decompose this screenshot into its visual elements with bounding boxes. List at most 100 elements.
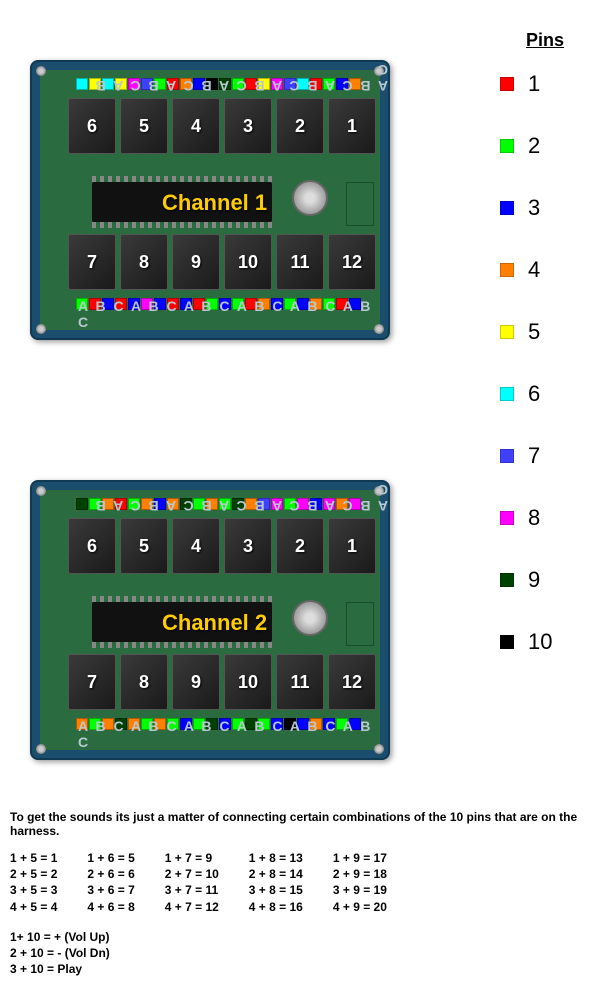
relay-board: 654321789101112Channel 1A B C A B C A B … (30, 60, 390, 340)
legend-number: 4 (528, 257, 540, 283)
combo-cell: 4 + 9 = 20 (333, 899, 387, 915)
buzzer (292, 600, 328, 636)
combo-cell: 4 + 6 = 8 (87, 899, 134, 915)
extra-line: 1+ 10 = + (Vol Up) (10, 929, 590, 945)
legend-color-swatch (500, 77, 514, 91)
combo-cell: 3 + 9 = 19 (333, 882, 387, 898)
screw (36, 744, 46, 754)
combo-cell: 4 + 7 = 12 (165, 899, 219, 915)
legend-color-swatch (500, 139, 514, 153)
relay: 2 (276, 98, 324, 154)
legend-color-swatch (500, 201, 514, 215)
legend-number: 3 (528, 195, 540, 221)
combo-cell: 3 + 5 = 3 (10, 882, 57, 898)
legend-item: 10 (500, 629, 590, 655)
relay: 4 (172, 98, 220, 154)
relay: 10 (224, 234, 272, 290)
combo-cell: 3 + 8 = 15 (249, 882, 303, 898)
combo-column: 1 + 9 = 172 + 9 = 183 + 9 = 194 + 9 = 20 (333, 850, 387, 915)
legend-item: 1 (500, 71, 590, 97)
combo-cell: 2 + 6 = 6 (87, 866, 134, 882)
abc-label-top: A B C A B C A B C A B C A B C A B C (78, 482, 388, 514)
relay: 5 (120, 98, 168, 154)
legend-item: 7 (500, 443, 590, 469)
legend-item: 8 (500, 505, 590, 531)
relay: 6 (68, 98, 116, 154)
legend-number: 2 (528, 133, 540, 159)
relay: 3 (224, 518, 272, 574)
legend-item: 3 (500, 195, 590, 221)
combo-cell: 1 + 9 = 17 (333, 850, 387, 866)
extra-line: 2 + 10 = - (Vol Dn) (10, 945, 590, 961)
relay: 1 (328, 518, 376, 574)
relay: 10 (224, 654, 272, 710)
combo-column: 1 + 7 = 92 + 7 = 103 + 7 = 114 + 7 = 12 (165, 850, 219, 915)
combo-cell: 2 + 7 = 10 (165, 866, 219, 882)
relay: 12 (328, 234, 376, 290)
legend-number: 1 (528, 71, 540, 97)
combo-cell: 2 + 9 = 18 (333, 866, 387, 882)
combo-cell: 1 + 5 = 1 (10, 850, 57, 866)
legend-color-swatch (500, 263, 514, 277)
intro-text: To get the sounds its just a matter of c… (10, 810, 590, 838)
combo-cell: 1 + 8 = 13 (249, 850, 303, 866)
combo-cell: 2 + 5 = 2 (10, 866, 57, 882)
relay: 9 (172, 654, 220, 710)
screw (36, 66, 46, 76)
relay-row-top: 654321 (68, 98, 376, 154)
relay-row-top: 654321 (68, 518, 376, 574)
relay: 7 (68, 234, 116, 290)
extra-combos: 1+ 10 = + (Vol Up)2 + 10 = - (Vol Dn)3 +… (10, 929, 590, 978)
combo-cell: 2 + 8 = 14 (249, 866, 303, 882)
abc-label-bottom: A B C A B C A B C A B C A B C A B C (78, 718, 388, 750)
relay: 4 (172, 518, 220, 574)
relay: 9 (172, 234, 220, 290)
combo-table: 1 + 5 = 12 + 5 = 23 + 5 = 34 + 5 = 41 + … (10, 850, 590, 915)
combo-cell: 4 + 8 = 16 (249, 899, 303, 915)
relay: 8 (120, 234, 168, 290)
legend-color-swatch (500, 635, 514, 649)
legend-number: 5 (528, 319, 540, 345)
legend-item: 5 (500, 319, 590, 345)
combo-cell: 1 + 7 = 9 (165, 850, 219, 866)
instructions-block: To get the sounds its just a matter of c… (10, 810, 590, 977)
combo-cell: 1 + 6 = 5 (87, 850, 134, 866)
relay: 7 (68, 654, 116, 710)
combo-cell: 4 + 5 = 4 (10, 899, 57, 915)
relay: 1 (328, 98, 376, 154)
relay: 12 (328, 654, 376, 710)
relay: 8 (120, 654, 168, 710)
legend-color-swatch (500, 387, 514, 401)
legend-title: Pins (500, 30, 590, 51)
legend-number: 6 (528, 381, 540, 407)
combo-column: 1 + 8 = 132 + 8 = 143 + 8 = 154 + 8 = 16 (249, 850, 303, 915)
screw (36, 486, 46, 496)
legend-item: 9 (500, 567, 590, 593)
legend-color-swatch (500, 325, 514, 339)
relay: 2 (276, 518, 324, 574)
channel-label: Channel 1 (162, 190, 267, 216)
combo-column: 1 + 6 = 52 + 6 = 63 + 6 = 74 + 6 = 8 (87, 850, 134, 915)
combo-cell: 3 + 7 = 11 (165, 882, 219, 898)
legend-number: 8 (528, 505, 540, 531)
relay-row-bottom: 789101112 (68, 234, 376, 290)
relay-row-bottom: 789101112 (68, 654, 376, 710)
legend-item: 2 (500, 133, 590, 159)
legend-number: 9 (528, 567, 540, 593)
relay: 11 (276, 234, 324, 290)
relay-board: 654321789101112Channel 2A B C A B C A B … (30, 480, 390, 760)
legend-color-swatch (500, 449, 514, 463)
relay: 11 (276, 654, 324, 710)
legend-item: 6 (500, 381, 590, 407)
combo-column: 1 + 5 = 12 + 5 = 23 + 5 = 34 + 5 = 4 (10, 850, 57, 915)
relay: 5 (120, 518, 168, 574)
channel-label: Channel 2 (162, 610, 267, 636)
screw (36, 324, 46, 334)
legend-item: 4 (500, 257, 590, 283)
legend-number: 7 (528, 443, 540, 469)
combo-cell: 3 + 6 = 7 (87, 882, 134, 898)
legend-number: 10 (528, 629, 552, 655)
abc-label-top: A B C A B C A B C A B C A B C A B C (78, 62, 388, 94)
relay: 3 (224, 98, 272, 154)
terminal-block (346, 602, 374, 646)
